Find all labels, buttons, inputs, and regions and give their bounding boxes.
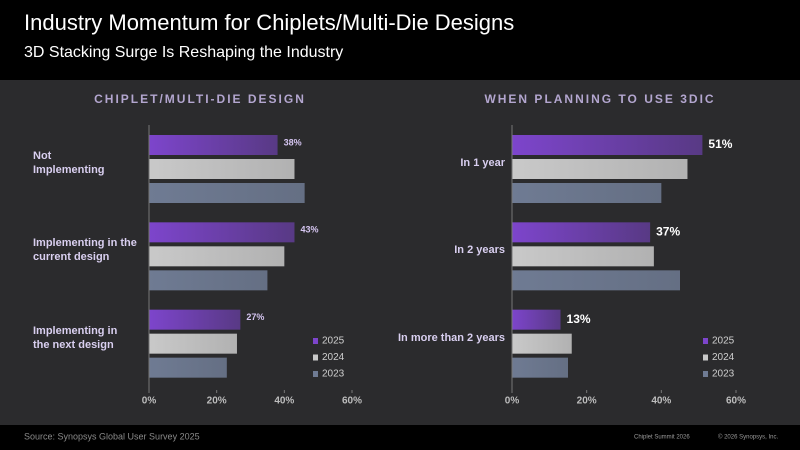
bar (512, 222, 651, 243)
x-tick-label: 0% (505, 396, 520, 407)
bar (149, 159, 295, 179)
bar (149, 246, 285, 267)
legend-swatch (313, 371, 318, 377)
category-label: In 1 year (460, 157, 505, 169)
x-tick-label: 0% (142, 396, 157, 407)
legend-label: 2023 (322, 369, 345, 380)
x-tick-label: 20% (577, 396, 597, 407)
bar (149, 309, 241, 330)
legend-label: 2024 (712, 352, 735, 363)
category-label-box: Implementing in the next design (33, 324, 118, 351)
bar (512, 309, 561, 330)
category-label-box: In more than 2 years (398, 331, 505, 344)
bar (149, 222, 295, 243)
slide-title: Industry Momentum for Chiplets/Multi-Die… (24, 10, 514, 35)
category-label-box: In 2 years (454, 244, 505, 257)
legend-swatch (313, 338, 318, 344)
legend-swatch (703, 338, 708, 344)
bar (512, 159, 688, 179)
x-tick-label: 60% (342, 396, 362, 407)
bar (512, 270, 680, 291)
x-tick-label: 20% (207, 396, 227, 407)
bar (512, 246, 654, 267)
header-band (0, 0, 800, 80)
category-label: In 2 years (454, 244, 505, 257)
value-label: 27% (246, 312, 264, 322)
legend-label: 2025 (322, 336, 345, 347)
bar (149, 333, 237, 354)
bar (512, 357, 568, 378)
legend-swatch (703, 371, 708, 377)
legend-swatch (703, 354, 708, 361)
value-label: 38% (284, 137, 302, 147)
category-label: In more than 2 years (398, 331, 505, 344)
category-label: Implementing in the next design (33, 324, 118, 351)
event-note: Chiplet Summit 2026 (634, 435, 690, 441)
footer-band (0, 425, 800, 450)
bar (512, 333, 572, 354)
chart-title: WHEN PLANNING TO USE 3DIC (484, 92, 715, 106)
slide-subtitle: 3D Stacking Surge Is Reshaping the Indus… (24, 44, 343, 61)
chart-title: CHIPLET/MULTI-DIE DESIGN (94, 92, 306, 106)
value-label: 37% (656, 225, 680, 239)
bar (512, 135, 703, 155)
category-label: Implementing in the current design (33, 237, 137, 264)
x-tick-label: 60% (726, 396, 746, 407)
x-tick-label: 40% (651, 396, 671, 407)
legend-label: 2025 (712, 336, 735, 347)
category-label: Not Implementing (33, 150, 105, 176)
bar (149, 357, 227, 378)
category-label-box: Not Implementing (33, 150, 105, 176)
legend-label: 2023 (712, 369, 735, 380)
value-label: 43% (300, 225, 318, 235)
bar (149, 183, 305, 203)
legend-swatch (313, 354, 318, 361)
bar (512, 183, 662, 203)
bar (149, 270, 268, 291)
x-tick-label: 40% (274, 396, 294, 407)
value-label: 13% (567, 312, 591, 326)
legend-label: 2024 (322, 352, 345, 363)
bar (149, 135, 278, 155)
category-label-box: In 1 year (460, 157, 505, 169)
value-label: 51% (708, 137, 732, 151)
source-note: Source: Synopsys Global User Survey 2025 (24, 431, 200, 441)
category-label-box: Implementing in the current design (33, 237, 137, 264)
copyright: © 2026 Synopsys, Inc. (718, 434, 778, 441)
